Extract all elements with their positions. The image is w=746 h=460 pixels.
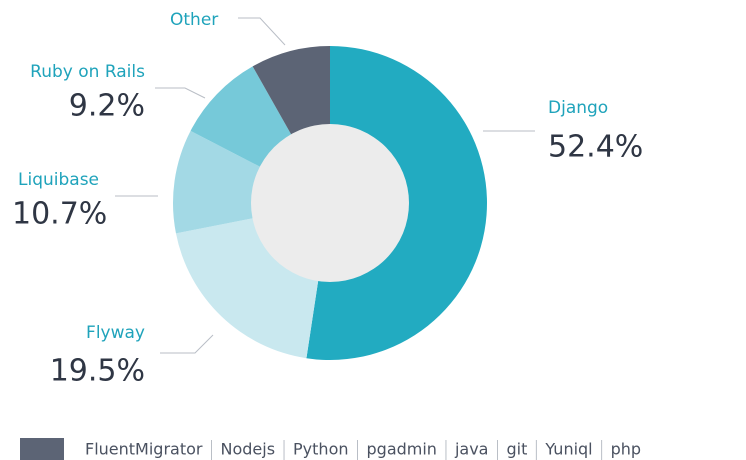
slice-label: Django [548,98,608,118]
legend-item: Python [293,440,348,459]
legend-item: pgadmin [367,440,437,459]
legend-item: Nodejs [220,440,275,459]
slice-value: 10.7% [12,197,107,232]
donut-slice [175,218,319,359]
legend-item: FluentMigrator [85,440,203,459]
slice-label: Ruby on Rails [30,62,145,82]
legend-item: java [454,440,489,459]
donut-slice [252,46,330,136]
leader-line [155,87,206,99]
donut-hole [251,124,409,282]
legend-item: php [611,440,641,459]
slice-label: Flyway [86,323,145,343]
donut-slice [306,45,488,361]
slice-value: 9.2% [69,89,145,124]
slice-label: Other [170,10,218,30]
legend-item: git [506,440,527,459]
donut-slice [173,130,261,234]
leader-line [238,17,286,46]
legend-swatch [20,438,64,460]
leader-line [160,334,214,354]
legend-item: Yuniql [544,440,592,459]
slice-value: 52.4% [548,130,643,165]
donut-slice [190,66,292,168]
slice-value: 19.5% [50,354,145,389]
slice-label: Liquibase [18,170,99,190]
